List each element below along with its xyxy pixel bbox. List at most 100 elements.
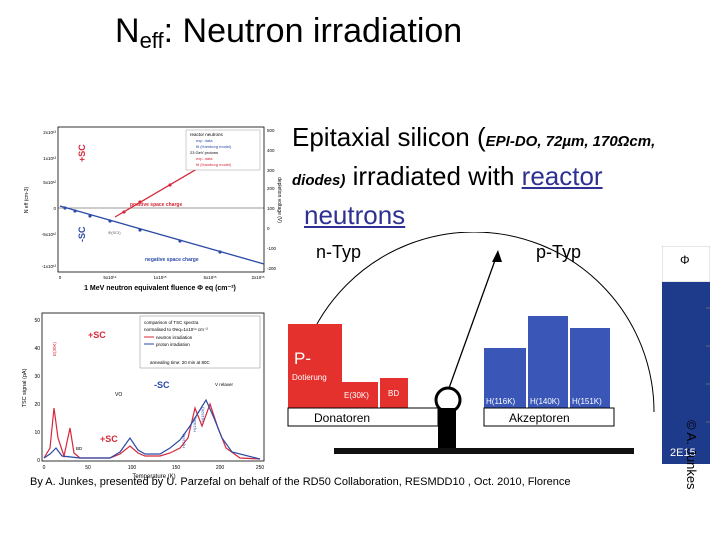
svg-text:5x10¹⁵: 5x10¹⁵: [203, 275, 216, 280]
fluence-scale-ticks: [706, 307, 710, 423]
proton-irradiation-curve: [43, 398, 261, 460]
bd-bar: [380, 378, 408, 408]
h116-bar-label: H(116K): [486, 397, 516, 406]
p-doping-sublabel: Dotierung: [292, 373, 327, 382]
e30k-bar: [342, 382, 378, 408]
annealing-note: annealing time: 20 min at 80C: [150, 360, 211, 365]
plot1-x-ticks: 0 5x10¹⁴ 1x10¹⁵ 5x10¹⁵ 2x10¹⁵: [59, 275, 265, 280]
v-relaxer-label: V relaxer: [215, 382, 234, 387]
h116-bar: [484, 348, 526, 408]
neutron-irradiation-curve: [43, 402, 261, 460]
bullet-line-1: Epitaxial silicon (EPI-DO, 72µm, 170Ωcm,…: [292, 120, 702, 198]
svg-text:500: 500: [267, 128, 275, 133]
h152-label: H(152K): [200, 406, 205, 422]
svg-text:0: 0: [267, 226, 270, 231]
svg-text:100: 100: [128, 465, 137, 471]
copyright-notice: © A. Junkes: [684, 420, 699, 490]
legend-item-1: exp. data: [196, 138, 213, 143]
svg-text:20: 20: [34, 402, 40, 408]
svg-text:1x10¹⁵: 1x10¹⁵: [153, 275, 166, 280]
needle-arrow-icon: [492, 250, 502, 262]
plot2-y-ticks: 50 40 30 20 10 0: [34, 318, 40, 464]
fluence-indicator: Φ 2E15: [662, 246, 710, 464]
h151-bar: [570, 328, 610, 408]
svg-text:-5x10¹²: -5x10¹²: [42, 232, 57, 237]
phi-symbol: Φ: [680, 253, 690, 267]
plot1-ylabel: N eff (cm-3): [24, 187, 30, 214]
svg-text:5x10¹⁴: 5x10¹⁴: [103, 275, 116, 280]
legend-item-3: 23 GeV protons: [190, 150, 218, 155]
bullet-mid: irradiated with: [345, 161, 522, 191]
plot1-y2-ticks: 500 400 300 200 100 0 -100 -200: [267, 128, 277, 271]
tsc-spectra-plot: comparison of TSC spectra normalised to …: [22, 312, 265, 480]
negative-fit-line: [59, 205, 265, 265]
footer-credit: By A. Junkes, presented by U. Parzefal o…: [30, 476, 571, 488]
svg-text:150: 150: [172, 465, 181, 471]
svg-text:1x10¹³: 1x10¹³: [43, 156, 56, 161]
donors-label: Donatoren: [314, 411, 370, 425]
bullet-lead: Epitaxial silicon (: [292, 122, 486, 152]
svg-text:40: 40: [34, 346, 40, 352]
plot1-nsc-label: -SC: [77, 226, 87, 242]
positive-space-charge-label: positive space charge: [130, 202, 182, 208]
svg-text:0: 0: [53, 206, 56, 211]
acceptors-pan: [483, 407, 615, 427]
title-subscript: eff: [139, 28, 164, 53]
title-main: N: [115, 12, 140, 50]
svg-text:400: 400: [267, 148, 275, 153]
plot2-legend: [139, 315, 261, 369]
plot2-ylabel: TSC signal (pA): [22, 368, 28, 407]
n-type-label: n-Typ: [316, 242, 361, 262]
h151-bar-label: H(151K): [572, 397, 602, 406]
plot1-xlabel: 1 MeV neutron equivalent fluence Φ eq (c…: [84, 285, 236, 292]
plot1-psc-label: +SC: [77, 144, 87, 162]
bd-label: BD: [76, 446, 83, 451]
svg-text:50: 50: [34, 318, 40, 324]
plot1-y2label: depletion voltage (V): [276, 177, 282, 223]
title-rest: : Neutron irradiation: [163, 12, 463, 50]
vo-label: VO: [115, 392, 122, 398]
svg-text:200: 200: [267, 186, 275, 191]
svg-text:300: 300: [267, 168, 275, 173]
h116-label: H(116K): [181, 433, 186, 448]
h140-label: H(140K): [192, 416, 197, 432]
plot1-legend: [185, 129, 261, 171]
fluence-fill: [662, 282, 710, 464]
svg-text:-1x10¹³: -1x10¹³: [42, 264, 57, 269]
balance-base: [334, 448, 634, 454]
h140-bar: [528, 316, 568, 408]
p-doping-bar: [288, 324, 342, 408]
svg-text:-200: -200: [267, 266, 277, 271]
legend-title: reactor neutrons: [190, 132, 224, 137]
negative-space-charge-label: negative space charge: [145, 257, 199, 263]
plot1-note: Φ(SCI): [108, 230, 121, 235]
fluence-value: 2E15: [670, 447, 696, 459]
plot2-legend-line-4: proton irradiation: [156, 342, 190, 347]
e30k-label: E(30K): [52, 341, 57, 356]
svg-text:2x10¹⁵: 2x10¹⁵: [251, 275, 264, 280]
acceptors-label: Akzeptoren: [509, 411, 570, 425]
plot2-legend-line-2: normalised to Φeq=1x10¹⁴ cm⁻²: [144, 327, 208, 332]
plot2-legend-line-1: comparison of TSC spectra: [144, 320, 199, 325]
blue-data-points: [63, 206, 222, 254]
plot2-legend-line-3: neutron irradiation: [156, 335, 193, 340]
svg-text:200: 200: [216, 465, 225, 471]
svg-text:2x10¹³: 2x10¹³: [43, 130, 56, 135]
plot2-psc2-label: +SC: [100, 434, 118, 444]
link-neutrons[interactable]: neutrons: [304, 200, 406, 230]
plot2-xlabel: Temperature (K): [132, 474, 175, 480]
svg-text:0: 0: [37, 458, 40, 464]
svg-text:0: 0: [59, 275, 62, 280]
balance-needle: [443, 251, 499, 403]
legend-item-4: exp. data: [196, 156, 213, 161]
svg-text:-100: -100: [267, 246, 277, 251]
link-reactor[interactable]: reactor: [521, 161, 603, 191]
e30k-bar-label: E(30K): [344, 391, 369, 400]
bd-bar-label: BD: [388, 389, 399, 398]
bullet-text: Epitaxial silicon (EPI-DO, 72µm, 170Ωcm,…: [292, 120, 702, 232]
plot1-y-ticks: 2x10¹³ 1x10¹³ 5x10¹² 0 -5x10¹² -1x10¹³: [42, 130, 57, 269]
bullet-detail: EPI-DO, 72µm, 170Ωcm, diodes): [292, 133, 656, 189]
balance-stand: [438, 408, 456, 448]
defect-balance-diagram: n-Typ p-Typ P- Dotierung E(30K) BD H(116…: [287, 232, 655, 454]
neff-fluence-plot: +SC -SC positive space charge negative s…: [24, 126, 282, 292]
